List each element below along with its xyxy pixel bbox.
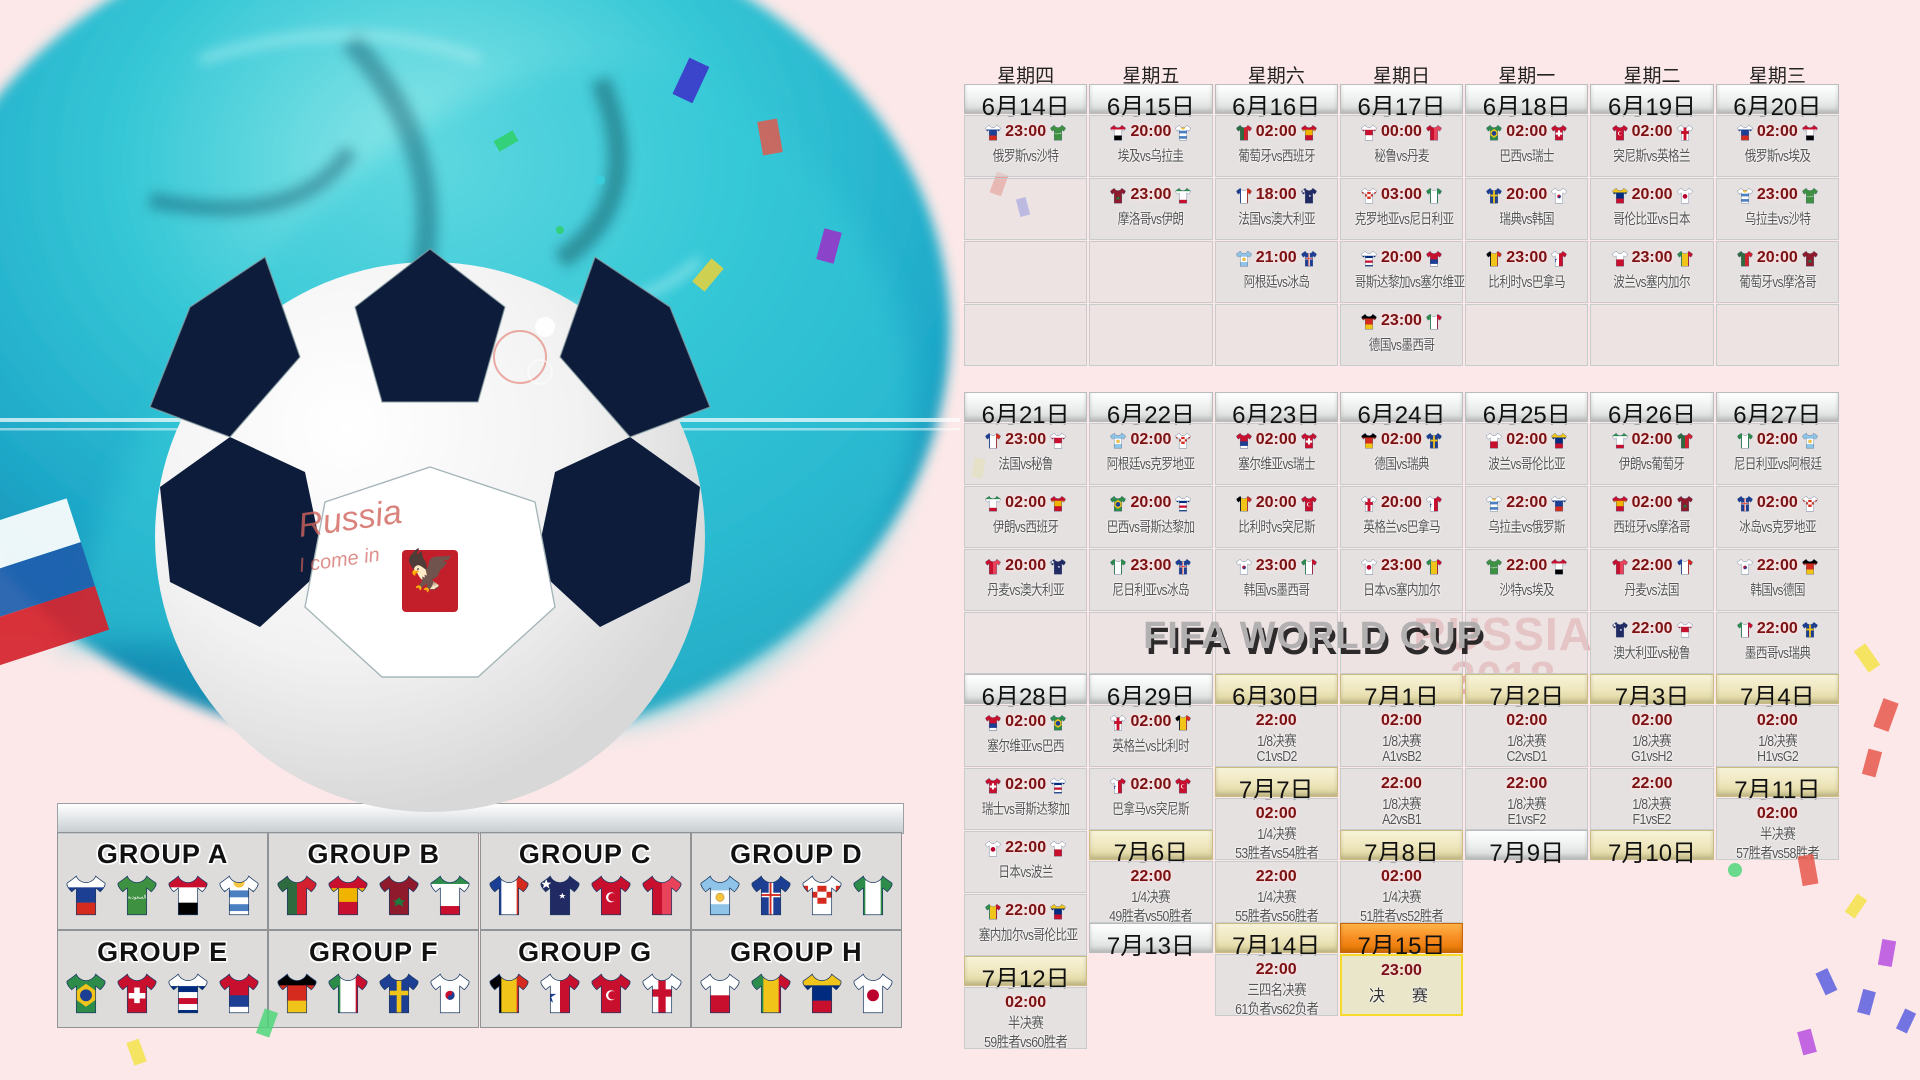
svg-text:🦅: 🦅	[405, 546, 455, 593]
